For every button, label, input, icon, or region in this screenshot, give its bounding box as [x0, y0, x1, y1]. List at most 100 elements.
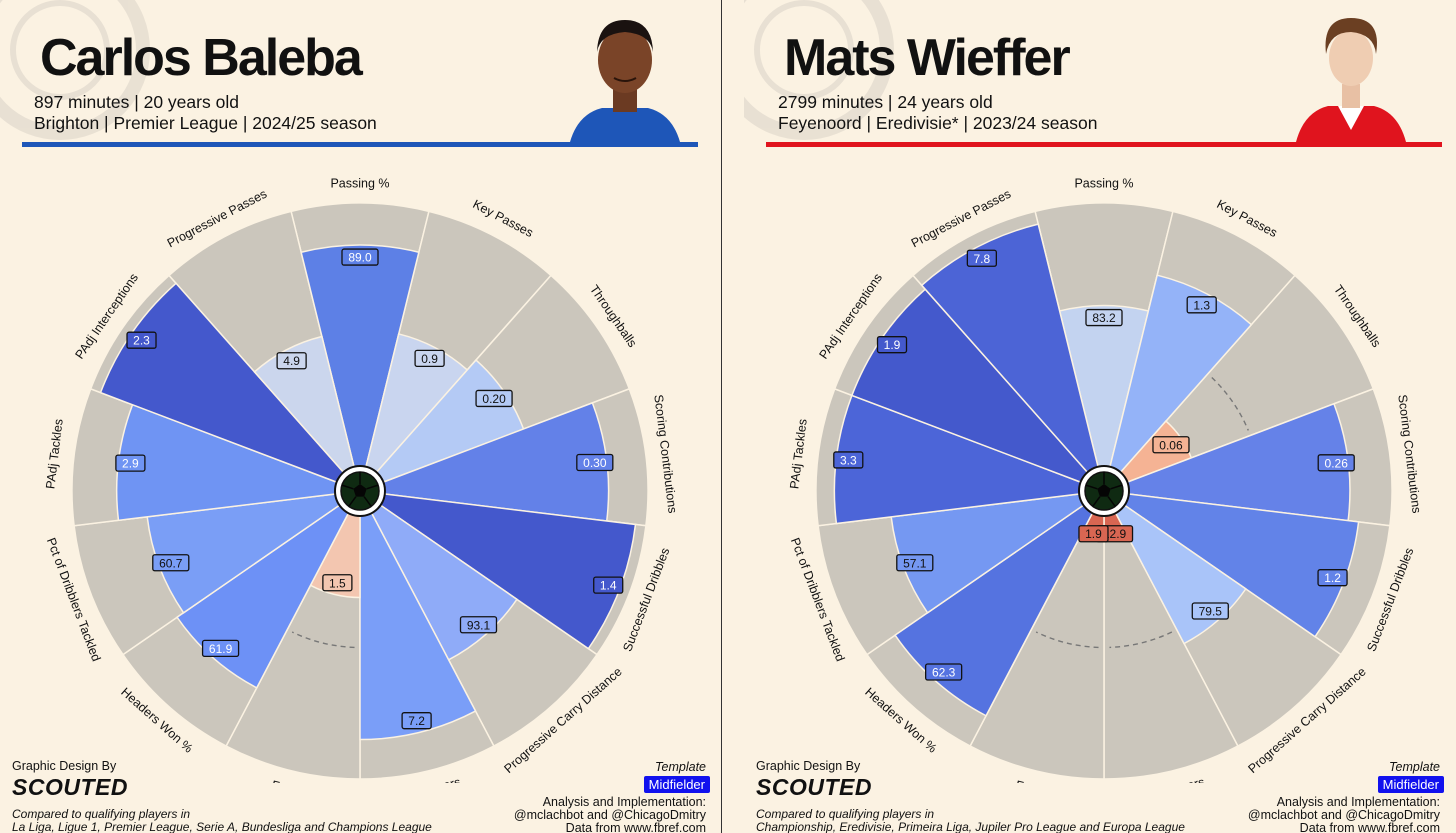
- player-photo: [570, 20, 680, 142]
- center-ball-seam: [348, 496, 357, 507]
- center-ball-seam: [366, 484, 379, 490]
- player-name: Carlos Baleba: [40, 29, 363, 87]
- value-label: 62.3: [925, 663, 963, 681]
- template-label: Template: [655, 760, 706, 774]
- center-ball-icon: [334, 465, 386, 517]
- value-label: 60.7: [152, 554, 190, 572]
- value-label: 4.9: [276, 352, 307, 370]
- value-label-text: 0.9: [421, 352, 438, 366]
- category-label: Turnovers: [405, 775, 463, 783]
- value-label-text: 12.9: [1103, 527, 1127, 541]
- center-ball-seam: [1092, 496, 1101, 507]
- value-label-box: [201, 639, 240, 658]
- player-minutes-age: 2799 minutes | 24 years old: [778, 92, 993, 112]
- value-label-text: 1.9: [1085, 527, 1102, 541]
- value-label: 1.9: [1078, 525, 1109, 543]
- median-reference-arc: [291, 631, 355, 649]
- median-reference-arc: [1109, 631, 1173, 649]
- value-label: 61.9: [201, 639, 240, 658]
- radar-chart-wieffer: 83.21.30.060.261.279.512.91.962.357.13.3…: [787, 176, 1423, 783]
- value-label: 1.9: [876, 336, 908, 354]
- panel-divider: [721, 0, 722, 833]
- center-ball-seam: [341, 484, 354, 490]
- analysis-credit: @mclachbot and @ChicagoDmitry: [513, 808, 706, 822]
- value-label-text: 7.2: [408, 714, 425, 728]
- value-label-box: [896, 554, 934, 572]
- value-label-text: 7.8: [974, 252, 991, 266]
- player-minutes-age: 897 minutes | 20 years old: [34, 92, 239, 112]
- design-credit-label: Graphic Design By: [756, 759, 861, 773]
- value-label-box: [115, 454, 146, 472]
- value-label-text: 0.26: [1325, 456, 1349, 470]
- value-label-box: [401, 712, 432, 730]
- data-source: Data from www.fbref.com: [565, 821, 706, 833]
- value-label: 2.9: [115, 454, 146, 472]
- category-label: Passing %: [1074, 176, 1133, 190]
- center-ball-seam: [363, 496, 372, 507]
- radar-reference-lines: [291, 631, 355, 649]
- value-label-text: 1.2: [1324, 571, 1341, 585]
- radar-chart-baleba: 89.0 0.9 0.20 0.30 1.4 93.1 7.2 1.5 61.9 60.7 2.9 2…: [43, 176, 679, 783]
- value-label-text: 0.06: [1159, 438, 1183, 452]
- center-ball-seam: [1107, 496, 1116, 507]
- value-label: 1.4: [593, 576, 624, 594]
- value-label: 83.2: [1085, 308, 1123, 327]
- value-label: 0.06: [1152, 436, 1190, 454]
- value-label: 0.20: [475, 389, 513, 408]
- comparison-label: Compared to qualifying players in: [756, 807, 935, 821]
- player-name: Mats Wieffer: [784, 29, 1071, 87]
- value-label: 1.2: [1317, 569, 1348, 587]
- value-label-text: 57.1: [903, 556, 927, 570]
- brand-logo: SCOUTED: [756, 774, 872, 800]
- category-label: Fouls: [1014, 778, 1047, 783]
- value-label-box: [1317, 569, 1348, 587]
- value-label: 93.1: [459, 616, 498, 634]
- value-label-text: 4.9: [283, 354, 300, 368]
- value-label-text: 0.20: [482, 392, 506, 406]
- value-label-box: [966, 249, 997, 267]
- median-reference-arc: [1211, 377, 1249, 431]
- value-label-box: [593, 576, 624, 594]
- value-label: 0.26: [1317, 454, 1355, 472]
- value-label-box: [1191, 602, 1229, 620]
- player-panel-wieffer: Mats Wieffer 2799 minutes | 24 years old…: [744, 0, 1456, 833]
- category-label: Scoring Contributions: [1395, 394, 1423, 514]
- center-ball-seam: [1110, 484, 1123, 490]
- value-label-box: [341, 248, 379, 266]
- value-label-box: [459, 616, 498, 634]
- value-label-text: 2.3: [133, 334, 150, 348]
- value-label-text: 1.9: [884, 338, 901, 352]
- median-reference-arc: [1035, 631, 1099, 649]
- center-ball-seam: [1085, 484, 1098, 490]
- value-label-text: 0.30: [583, 456, 607, 470]
- value-label-text: 3.3: [840, 453, 857, 467]
- value-label: 0.30: [576, 453, 614, 472]
- data-source: Data from www.fbref.com: [1299, 821, 1440, 833]
- value-label-box: [925, 663, 963, 681]
- value-label: 2.3: [126, 331, 157, 349]
- value-label-box: [152, 554, 190, 572]
- value-label-text: 83.2: [1092, 311, 1116, 325]
- category-label: PAdj Tackles: [43, 418, 65, 490]
- value-label-box: [1152, 436, 1190, 454]
- value-label-box: [475, 389, 513, 408]
- club-crest-watermark: [0, 0, 150, 140]
- brand-logo: SCOUTED: [12, 774, 128, 800]
- club-color-rule: [766, 142, 1442, 147]
- value-label-text: 79.5: [1199, 604, 1223, 618]
- value-label-text: 62.3: [932, 665, 956, 679]
- value-label-box: [876, 336, 908, 354]
- template-badge: Midfielder: [1377, 776, 1444, 793]
- category-label: Turnovers: [1149, 775, 1207, 783]
- value-label-text: 61.9: [209, 642, 233, 656]
- category-label: Scoring Contributions: [651, 394, 679, 514]
- template-badge: Midfielder: [643, 776, 710, 793]
- analysis-label: Analysis and Implementation:: [1276, 795, 1440, 809]
- player-panel-baleba: Carlos Baleba 897 minutes | 20 years old…: [0, 0, 722, 833]
- comparison-label: Compared to qualifying players in: [12, 807, 191, 821]
- value-label-box: [576, 453, 614, 472]
- player-club-league: Brighton | Premier League | 2024/25 seas…: [34, 113, 377, 133]
- value-label-text: 89.0: [348, 251, 372, 265]
- design-credit-label: Graphic Design By: [12, 759, 117, 773]
- value-label-box: [126, 331, 157, 349]
